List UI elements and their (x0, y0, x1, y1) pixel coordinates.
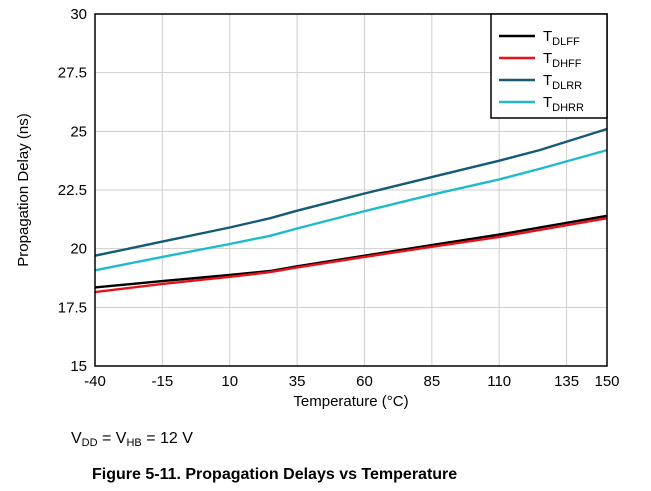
series-line-dlff (94, 214, 608, 289)
grid (94, 13, 608, 367)
legend-box (490, 13, 608, 119)
x-tick-label: -40 (84, 373, 106, 390)
note-end: = 12 V (141, 430, 193, 447)
series-line-dhrr (94, 148, 608, 272)
series-line-dlrr (94, 127, 608, 257)
x-tick-label: -15 (152, 373, 174, 390)
series-lines (94, 127, 608, 294)
legend-label: TDHRR (543, 94, 584, 114)
y-tick-label: 30 (70, 6, 87, 23)
note-v1-sub: DD (81, 437, 98, 449)
plot-frame (94, 13, 608, 367)
y-tick-label: 20 (70, 241, 87, 258)
legend-label: TDLFF (543, 28, 580, 48)
note-v1: V (71, 430, 82, 447)
note-v2-sub: HB (126, 437, 142, 449)
y-tick-labels: 15 17.5 20 22.5 25 27.5 30 (58, 6, 87, 375)
x-tick-label: 10 (221, 373, 238, 390)
x-tick-label: 110 (487, 373, 511, 390)
conditions-note: VDD = VHB = 12 V (71, 430, 193, 449)
x-tick-label: 85 (423, 373, 440, 390)
x-tick-labels: -40 -15 10 35 60 85 110 135 150 (84, 373, 619, 390)
y-tick-label: 27.5 (58, 65, 87, 82)
legend-label: TDHFF (543, 50, 582, 70)
y-tick-label: 17.5 (58, 299, 87, 316)
x-tick-label: 135 (554, 373, 579, 390)
note-mid: = V (97, 430, 127, 447)
legend-label: TDLRR (543, 72, 582, 92)
series-line-dhff (94, 217, 608, 294)
chart: 15 17.5 20 22.5 25 27.5 30 -40 -15 10 35 60 85 110 13… (15, 6, 620, 410)
x-tick-label: 35 (289, 373, 306, 390)
y-axis-title: Propagation Delay (ns) (15, 113, 32, 266)
figure-caption: Figure 5-11. Propagation Delays vs Tempe… (92, 466, 458, 483)
y-tick-label: 22.5 (58, 182, 87, 199)
x-tick-label: 150 (594, 373, 619, 390)
y-tick-label: 25 (70, 123, 87, 140)
x-tick-label: 60 (356, 373, 373, 390)
y-tick-label: 15 (70, 358, 87, 375)
x-axis-title: Temperature (°C) (293, 393, 408, 410)
